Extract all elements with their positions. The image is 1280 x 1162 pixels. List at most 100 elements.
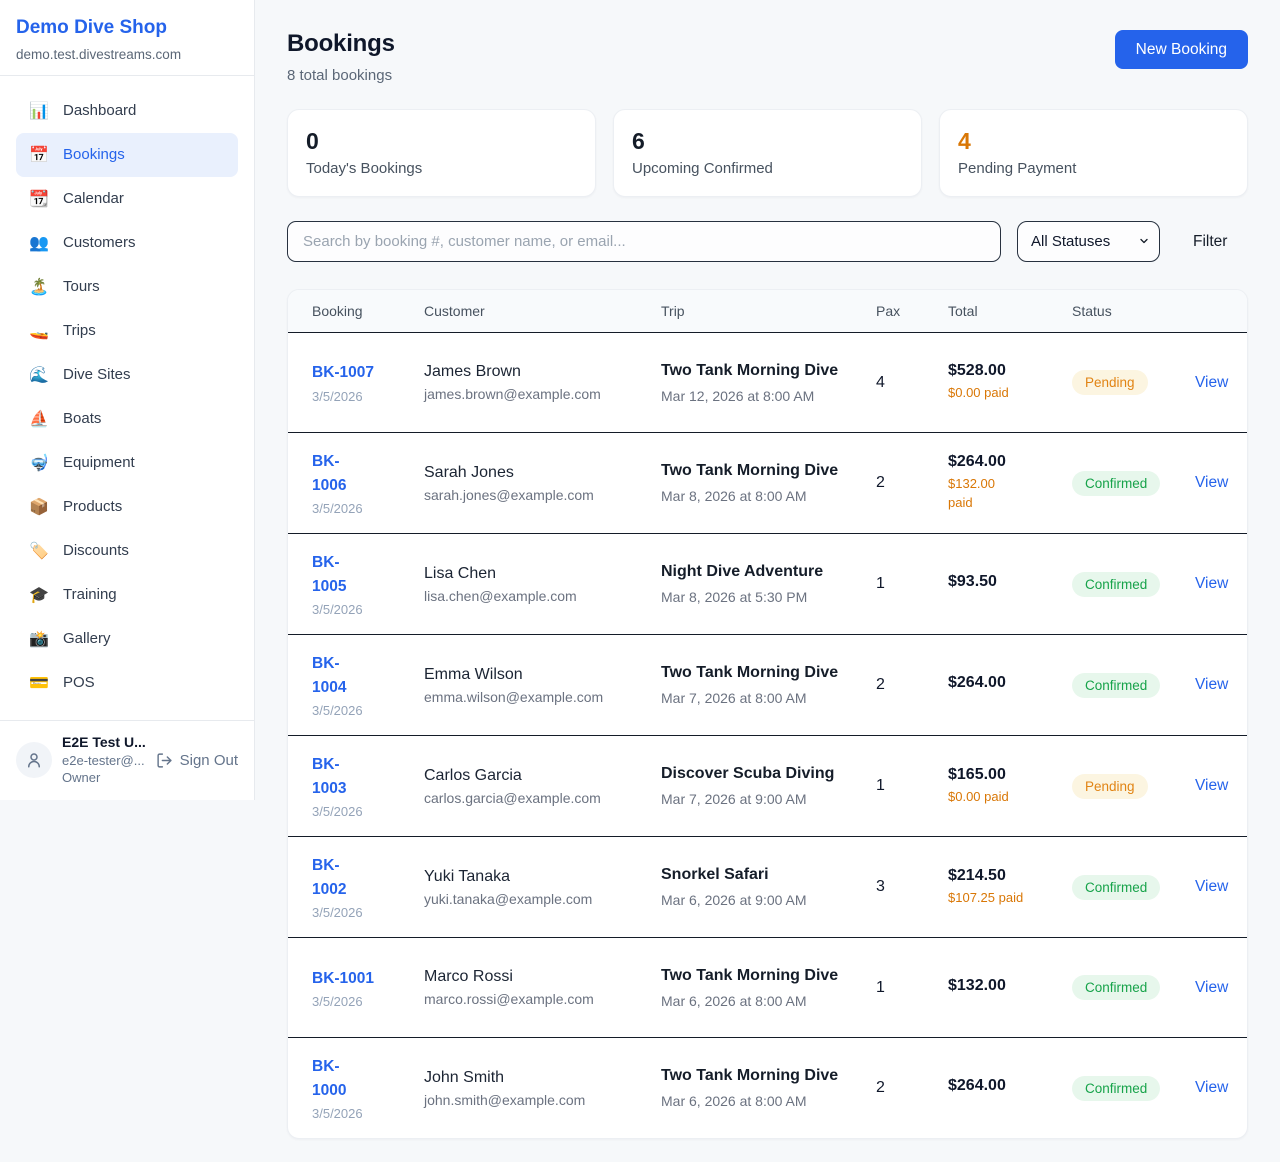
sidebar-item-pos[interactable]: 💳 POS (16, 661, 238, 705)
trip-datetime: Mar 6, 2026 at 9:00 AM (661, 892, 807, 909)
total-amount: $528.00 (948, 362, 1006, 380)
status-badge: Pending (1072, 370, 1148, 395)
trip-cell: Two Tank Morning Dive Mar 6, 2026 at 8:00… (661, 964, 876, 1012)
trip-datetime: Mar 7, 2026 at 8:00 AM (661, 690, 807, 707)
trip-cell: Two Tank Morning Dive Mar 6, 2026 at 8:00… (661, 1064, 876, 1112)
customer-name: Marco Rossi (424, 968, 513, 986)
stat-card: 0 Today's Bookings (287, 109, 596, 197)
view-link[interactable]: View (1195, 878, 1229, 896)
view-link[interactable]: View (1195, 1079, 1229, 1097)
actions-cell: View (1195, 777, 1228, 795)
booking-id-link[interactable]: BK-1001 (312, 969, 375, 987)
pax-cell: 2 (876, 1079, 948, 1097)
sidebar-item-label: Discounts (63, 542, 129, 560)
total-cell: $93.50 (948, 573, 1072, 595)
booking-cell: BK- 1006 3/5/2026 (312, 450, 424, 516)
actions-cell: View (1195, 979, 1228, 997)
customer-name: Yuki Tanaka (424, 867, 510, 885)
customer-email: emma.wilson@example.com (424, 688, 604, 705)
booking-id-link[interactable]: BK- 1006 (312, 453, 347, 495)
booking-cell: BK- 1000 3/5/2026 (312, 1055, 424, 1121)
view-link[interactable]: View (1195, 373, 1229, 391)
status-cell: Confirmed (1072, 470, 1195, 496)
view-link[interactable]: View (1195, 676, 1229, 694)
booking-id-link[interactable]: BK- 1005 (312, 554, 347, 596)
sidebar-item-label: Trips (63, 322, 96, 340)
speedboat-icon: 🚤 (29, 322, 49, 340)
trip-name: Two Tank Morning Dive (661, 966, 839, 984)
stat-label: Upcoming Confirmed (632, 160, 773, 178)
search-input[interactable] (287, 221, 1001, 262)
stat-label: Today's Bookings (306, 160, 423, 178)
column-header-trip: Trip (661, 303, 685, 319)
actions-cell: View (1195, 1079, 1228, 1097)
booking-id-link[interactable]: BK- 1004 (312, 655, 347, 697)
sidebar-item-dive-sites[interactable]: 🌊 Dive Sites (16, 353, 238, 397)
actions-cell: View (1195, 878, 1228, 896)
new-booking-button[interactable]: New Booking (1114, 30, 1248, 69)
column-header-actions (1195, 303, 1223, 319)
table-row: BK- 1003 3/5/2026 Carlos Garcia carlos.garc… (288, 736, 1247, 838)
status-badge: Confirmed (1072, 672, 1161, 698)
stat-card: 6 Upcoming Confirmed (613, 109, 922, 197)
booking-date: 3/5/2026 (312, 602, 363, 618)
sidebar-item-equipment[interactable]: 🤿 Equipment (16, 441, 238, 485)
view-link[interactable]: View (1195, 978, 1229, 996)
pax-cell: 2 (876, 474, 948, 492)
avatar (16, 742, 52, 779)
status-cell: Confirmed (1072, 874, 1195, 900)
sidebar-item-bookings[interactable]: 📅 Bookings (16, 132, 238, 177)
trip-datetime: Mar 8, 2026 at 8:00 AM (661, 488, 807, 505)
customer-cell: James Brown james.brown@example.com (424, 363, 661, 402)
pax-cell: 1 (876, 979, 948, 997)
paid-amount: $107.25 paid (948, 889, 1024, 905)
customer-email: carlos.garcia@example.com (424, 789, 601, 806)
trip-cell: Two Tank Morning Dive Mar 7, 2026 at 8:00… (661, 661, 876, 709)
booking-id-link[interactable]: BK- 1002 (312, 857, 347, 899)
booking-date: 3/5/2026 (312, 905, 363, 921)
sidebar-item-tours[interactable]: 🏝️ Tours (16, 265, 238, 309)
table-row: BK-1001 3/5/2026 Marco Rossi marco.rossi@ex… (288, 938, 1247, 1039)
actions-cell: View (1195, 474, 1228, 492)
view-link[interactable]: View (1195, 575, 1229, 593)
trip-cell: Two Tank Morning Dive Mar 8, 2026 at 8:00… (661, 459, 876, 507)
sidebar-item-discounts[interactable]: 🏷️ Discounts (16, 529, 238, 573)
pax-cell: 1 (876, 575, 948, 593)
view-link[interactable]: View (1195, 777, 1229, 795)
booking-id-link[interactable]: BK-1007 (312, 364, 375, 382)
pax-cell: 1 (876, 777, 948, 795)
sidebar-item-customers[interactable]: 👥 Customers (16, 221, 238, 265)
sidebar-item-dashboard[interactable]: 📊 Dashboard (16, 89, 238, 133)
sidebar-item-products[interactable]: 📦 Products (16, 485, 238, 529)
people-icon: 👥 (29, 234, 49, 252)
total-amount: $214.50 (948, 866, 1006, 884)
total-amount: $165.00 (948, 765, 1006, 783)
table-header-row: Booking Customer Trip Pax Total Status (288, 290, 1247, 333)
sidebar-item-calendar[interactable]: 📆 Calendar (16, 177, 238, 221)
sidebar-user-panel: E2E Test U... e2e-tester@... Owner Sign … (0, 719, 254, 800)
status-cell: Confirmed (1072, 672, 1195, 698)
pax-value: 4 (876, 373, 885, 391)
total-cell: $528.00 $0.00 paid (948, 362, 1072, 403)
status-cell: Confirmed (1072, 1075, 1195, 1101)
filter-button[interactable]: Filter (1193, 232, 1228, 250)
customer-name: Lisa Chen (424, 564, 497, 582)
booking-id-link[interactable]: BK- 1000 (312, 1058, 347, 1100)
status-badge: Confirmed (1072, 975, 1161, 1001)
total-cell: $264.00 (948, 1077, 1072, 1099)
sidebar-item-trips[interactable]: 🚤 Trips (16, 309, 238, 353)
sign-out-button[interactable]: Sign Out (156, 752, 238, 769)
total-amount: $93.50 (948, 573, 997, 591)
status-badge: Confirmed (1072, 874, 1161, 900)
status-select[interactable]: All Statuses (1017, 221, 1160, 262)
booking-cell: BK- 1004 3/5/2026 (312, 652, 424, 718)
sidebar-item-gallery[interactable]: 📸 Gallery (16, 617, 238, 661)
booking-id-link[interactable]: BK- 1003 (312, 756, 347, 798)
sailboat-icon: ⛵ (29, 410, 49, 428)
sidebar-item-training[interactable]: 🎓 Training (16, 573, 238, 617)
user-email: e2e-tester@... (62, 752, 145, 768)
table-row: BK- 1002 3/5/2026 Yuki Tanaka yuki.tanaka@e… (288, 837, 1247, 939)
view-link[interactable]: View (1195, 474, 1229, 492)
sidebar-item-boats[interactable]: ⛵ Boats (16, 397, 238, 441)
